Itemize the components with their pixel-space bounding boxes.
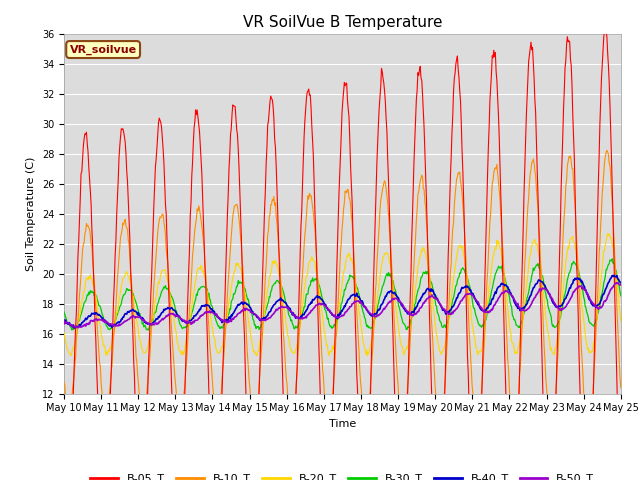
Text: VR_soilvue: VR_soilvue bbox=[70, 44, 137, 55]
Legend: B-05_T, B-10_T, B-20_T, B-30_T, B-40_T, B-50_T: B-05_T, B-10_T, B-20_T, B-30_T, B-40_T, … bbox=[86, 469, 599, 480]
X-axis label: Time: Time bbox=[329, 419, 356, 429]
Y-axis label: Soil Temperature (C): Soil Temperature (C) bbox=[26, 156, 36, 271]
Title: VR SoilVue B Temperature: VR SoilVue B Temperature bbox=[243, 15, 442, 30]
